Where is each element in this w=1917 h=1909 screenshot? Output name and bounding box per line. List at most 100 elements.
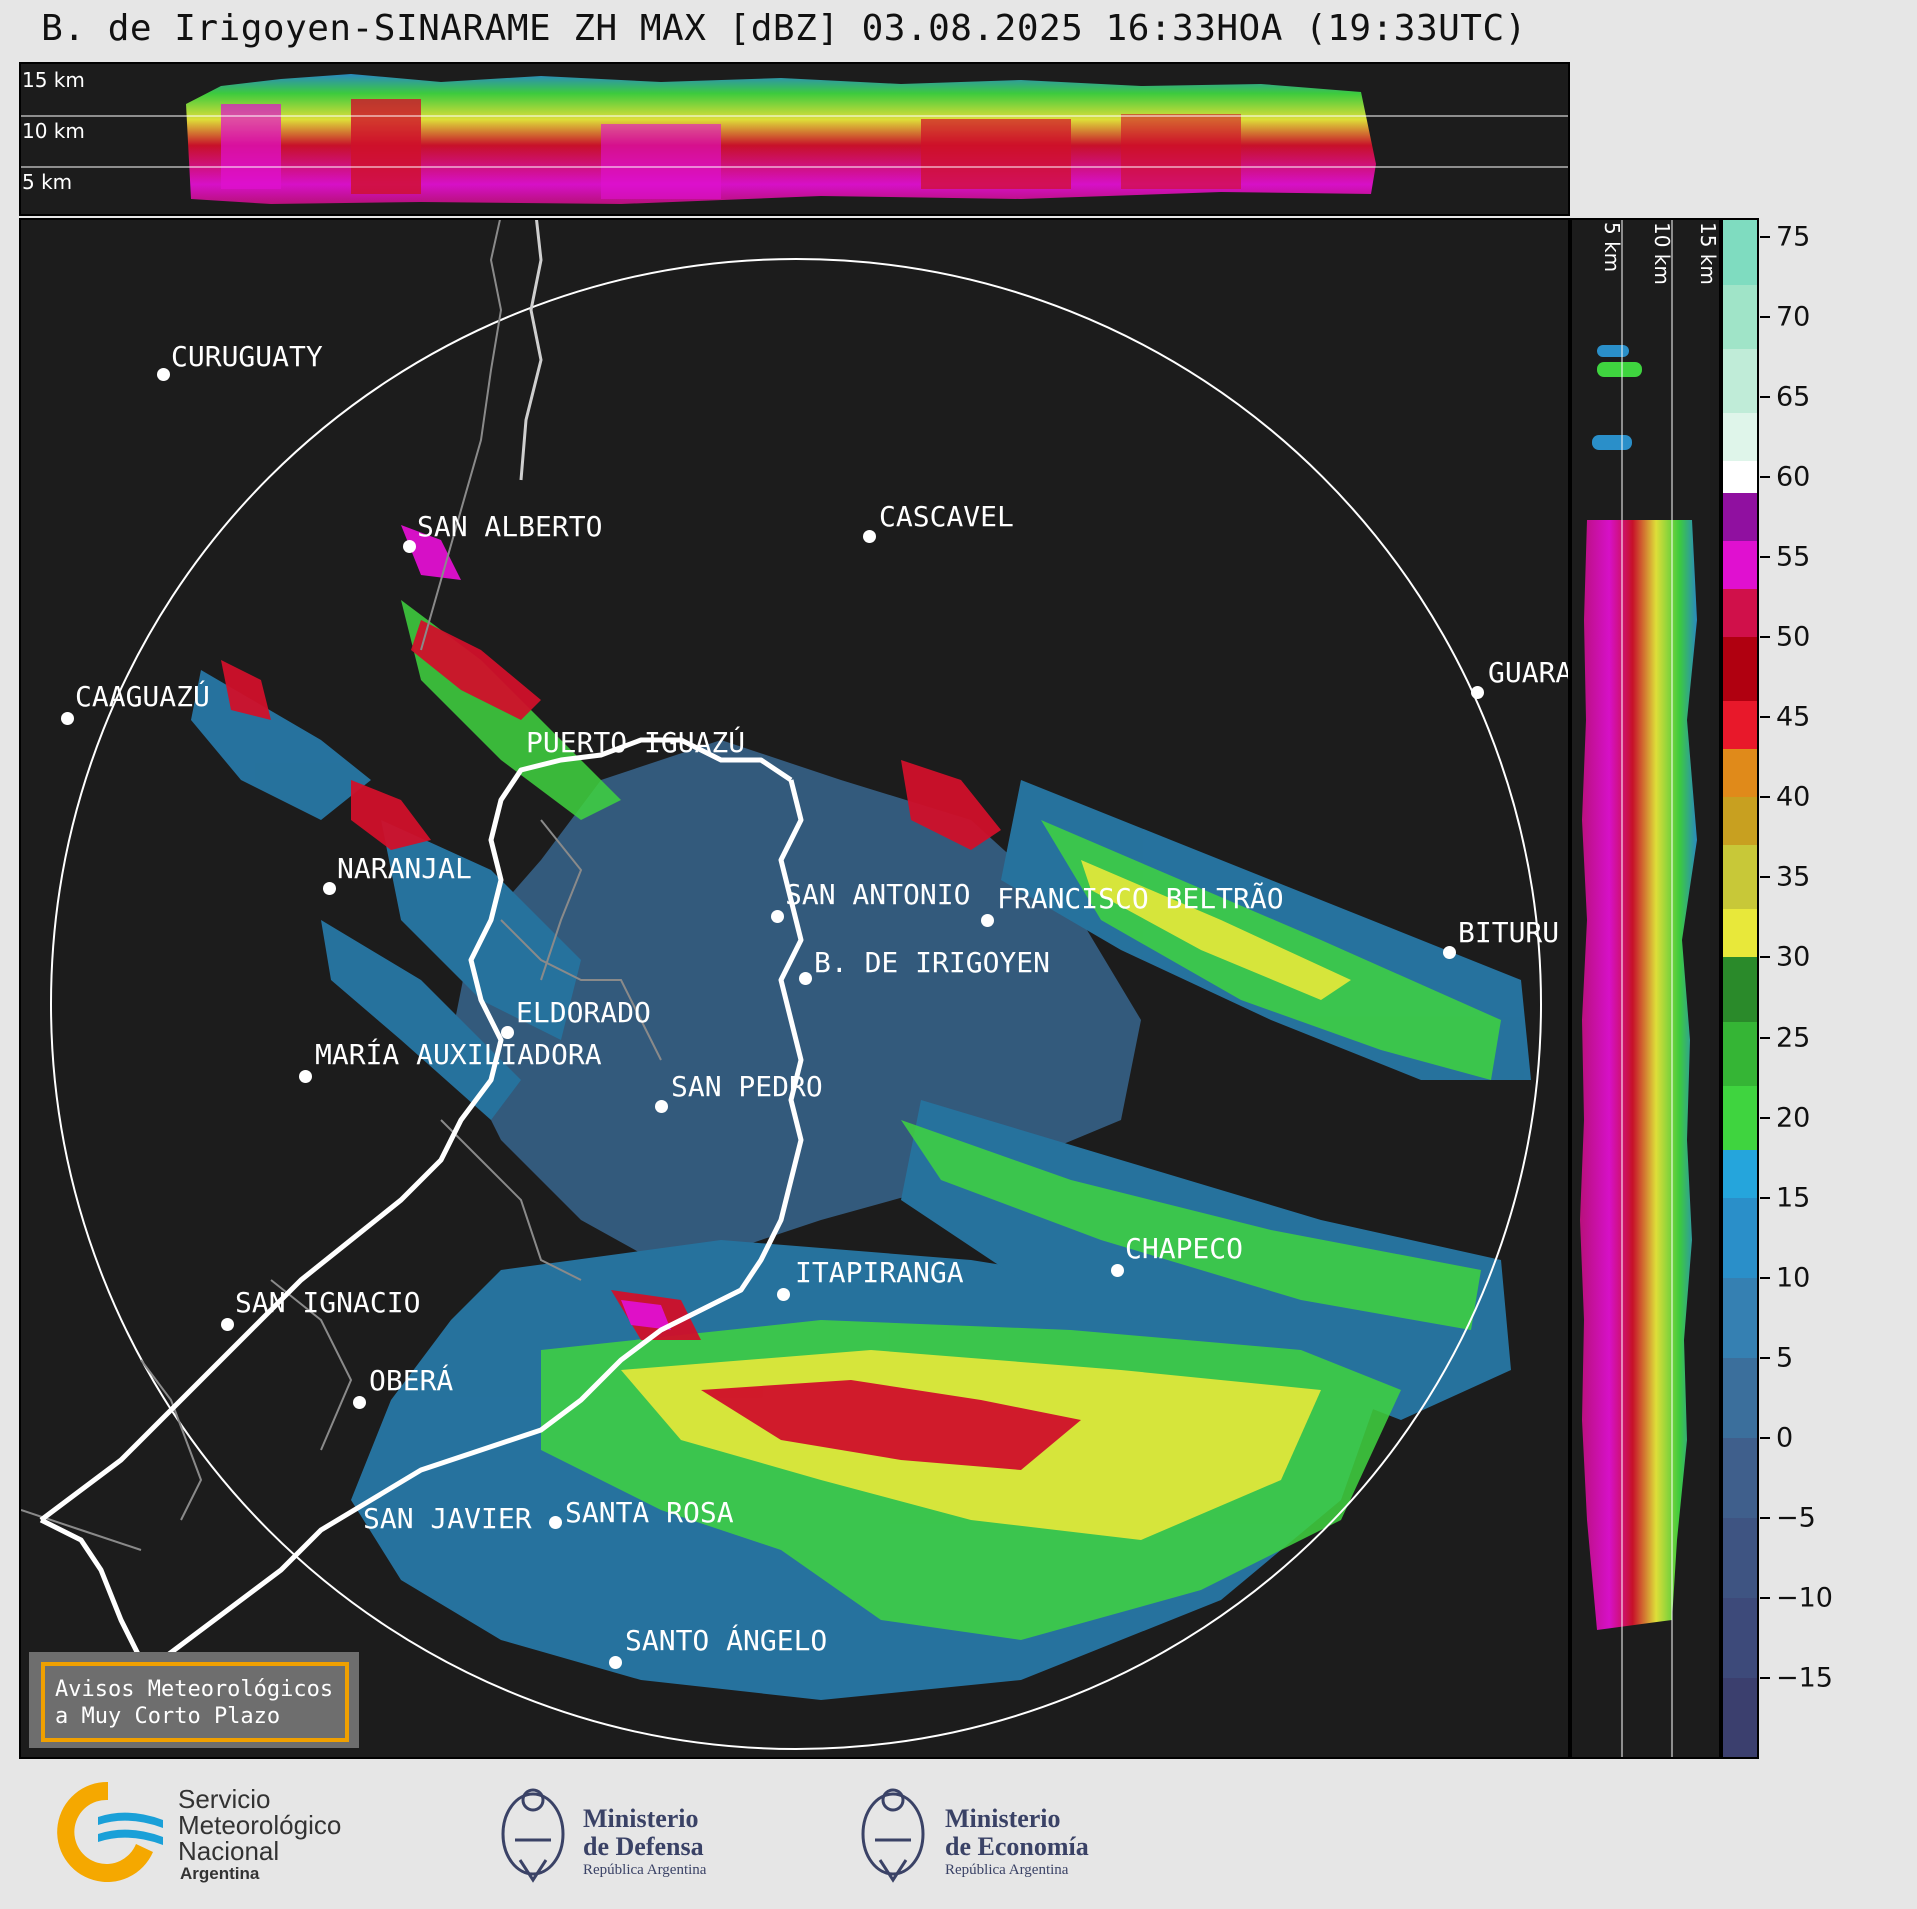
colorbar-tick-label: 10 <box>1776 1262 1811 1294</box>
city-dot-curuguaty <box>157 368 170 381</box>
colorbar-tick-label: −10 <box>1776 1582 1833 1614</box>
colorbar-tick-label: 75 <box>1776 221 1811 253</box>
logos-footer: Servicio Meteorológico Nacional Argentin… <box>0 1760 1917 1909</box>
colorbar-tick-mark <box>1760 476 1770 479</box>
defensa-line-2: de Defensa <box>583 1832 704 1861</box>
colorbar-segment <box>1723 1196 1757 1278</box>
city-dot-naranjal <box>323 882 336 895</box>
economia-seal-icon <box>861 1788 925 1883</box>
colorbar-segment <box>1723 1436 1757 1518</box>
economia-subtitle: República Argentina <box>945 1862 1069 1878</box>
radar-map: CURUGUATY SAN ALBERTO CASCAVEL CAAGUAZÚ … <box>19 218 1570 1759</box>
colorbar-segment <box>1723 956 1757 1022</box>
colorbar-tick-mark <box>1760 396 1770 399</box>
smn-line-4: Argentina <box>180 1864 260 1883</box>
colorbar-tick-mark <box>1760 1356 1770 1359</box>
colorbar-segment <box>1723 700 1757 750</box>
smn-line-3: Nacional <box>178 1836 280 1866</box>
city-label-eldorado: ELDORADO <box>516 996 651 1029</box>
economia-line-2: de Economía <box>945 1832 1089 1861</box>
city-label-bituru: BITURU <box>1458 916 1560 949</box>
colorbar-tick-mark <box>1760 1596 1770 1599</box>
defensa-line-1: Ministerio <box>583 1804 699 1833</box>
colorbar-segment <box>1723 588 1757 638</box>
city-dot-maria-auxiliadora <box>299 1070 312 1083</box>
top-height-label-15km: 15 km <box>22 68 85 92</box>
city-dot-guara <box>1471 686 1484 699</box>
colorbar-tick-mark <box>1760 1036 1770 1039</box>
city-dot-san-ignacio <box>221 1318 234 1331</box>
colorbar-tick-mark <box>1760 876 1770 879</box>
city-label-puerto-iguazu: PUERTO IGUAZÚ <box>526 726 746 759</box>
radar-echoes <box>21 220 1542 1750</box>
colorbar-segment <box>1723 908 1757 958</box>
colorbar-tick-label: 0 <box>1776 1422 1794 1454</box>
colorbar-tick-label: 5 <box>1776 1342 1794 1374</box>
economia-line-1: Ministerio <box>945 1804 1061 1833</box>
top-height-label-10km: 10 km <box>22 119 85 143</box>
city-dot-obera <box>353 1396 366 1409</box>
avisos-box[interactable]: Avisos Meteorológicos a Muy Corto Plazo <box>29 1652 359 1748</box>
city-dot-santo-angelo <box>609 1656 622 1669</box>
city-label-obera: OBERÁ <box>369 1364 454 1397</box>
colorbar-tick-label: 65 <box>1776 381 1811 413</box>
colorbar-tick-label: 70 <box>1776 301 1811 333</box>
colorbar-tick-mark <box>1760 956 1770 959</box>
colorbar-segment <box>1723 1148 1757 1198</box>
city-dot-itapiranga <box>777 1288 790 1301</box>
colorbar-tick-mark <box>1760 796 1770 799</box>
avisos-text: Avisos Meteorológicos a Muy Corto Plazo <box>55 1676 333 1730</box>
colorbar-tick-label: −5 <box>1776 1502 1816 1534</box>
map-title: B. de Irigoyen-SINARAME ZH MAX [dBZ] 03.… <box>41 8 1527 49</box>
side-height-label-10km: 10 km <box>1650 222 1674 285</box>
colorbar-segment <box>1723 748 1757 798</box>
city-dot-caaguazu <box>61 712 74 725</box>
logo-graphics <box>57 1781 925 1883</box>
smn-line-2: Meteorológico <box>178 1810 342 1840</box>
colorbar-segment <box>1723 796 1757 846</box>
colorbar-tick-label: 15 <box>1776 1182 1811 1214</box>
colorbar-segment <box>1723 1356 1757 1438</box>
colorbar-segment <box>1723 844 1757 910</box>
colorbar-tick-mark <box>1760 1676 1770 1679</box>
colorbar-tick-mark <box>1760 316 1770 319</box>
smn-line-1: Servicio <box>178 1784 271 1814</box>
avisos-line-1: Avisos Meteorológicos <box>55 1677 334 1702</box>
colorbar-tick-label: 60 <box>1776 461 1811 493</box>
colorbar-tick-label: 40 <box>1776 781 1811 813</box>
colorbar-segment <box>1723 636 1757 702</box>
city-label-santa-rosa: SANTA ROSA <box>565 1496 734 1529</box>
side-height-profile: 5 km 10 km 15 km <box>1570 218 1721 1759</box>
colorbar-tick-mark <box>1760 716 1770 719</box>
colorbar-segment <box>1723 492 1757 542</box>
side-height-label-5km: 5 km <box>1600 222 1624 273</box>
colorbar-tick-label: 25 <box>1776 1022 1811 1054</box>
colorbar-segment <box>1723 1084 1757 1150</box>
top-height-label-5km: 5 km <box>22 170 73 194</box>
city-dot-bituru <box>1443 946 1456 959</box>
avisos-line-2: a Muy Corto Plazo <box>55 1704 281 1729</box>
city-dot-san-alberto <box>403 540 416 553</box>
city-dot-san-antonio <box>771 910 784 923</box>
city-label-san-pedro: SAN PEDRO <box>671 1070 823 1103</box>
city-label-caaguazu: CAAGUAZÚ <box>75 680 210 713</box>
dbz-colorbar <box>1721 218 1759 1759</box>
city-dot-santa-rosa <box>549 1516 562 1529</box>
city-label-chapeco: CHAPECO <box>1125 1232 1244 1265</box>
city-dot-san-pedro <box>655 1100 668 1113</box>
city-label-francisco-beltrao: FRANCISCO BELTRÃO <box>997 882 1284 915</box>
colorbar-segment <box>1723 1596 1757 1678</box>
avisos-border: Avisos Meteorológicos a Muy Corto Plazo <box>41 1662 349 1742</box>
city-dot-b-de-irigoyen <box>799 972 812 985</box>
colorbar-tick-label: 45 <box>1776 701 1811 733</box>
colorbar-tick-label: 35 <box>1776 861 1811 893</box>
colorbar-tick-mark <box>1760 1436 1770 1439</box>
colorbar-segment <box>1723 348 1757 414</box>
top-height-profile: 15 km 10 km 5 km <box>19 62 1570 216</box>
colorbar-segment <box>1723 1276 1757 1358</box>
city-label-b-de-irigoyen: B. DE IRIGOYEN <box>814 946 1051 979</box>
colorbar-tick-mark <box>1760 1516 1770 1519</box>
colorbar-tick-label: 55 <box>1776 541 1811 573</box>
city-label-santo-angelo: SANTO ÁNGELO <box>625 1624 828 1657</box>
city-label-naranjal: NARANJAL <box>337 852 472 885</box>
